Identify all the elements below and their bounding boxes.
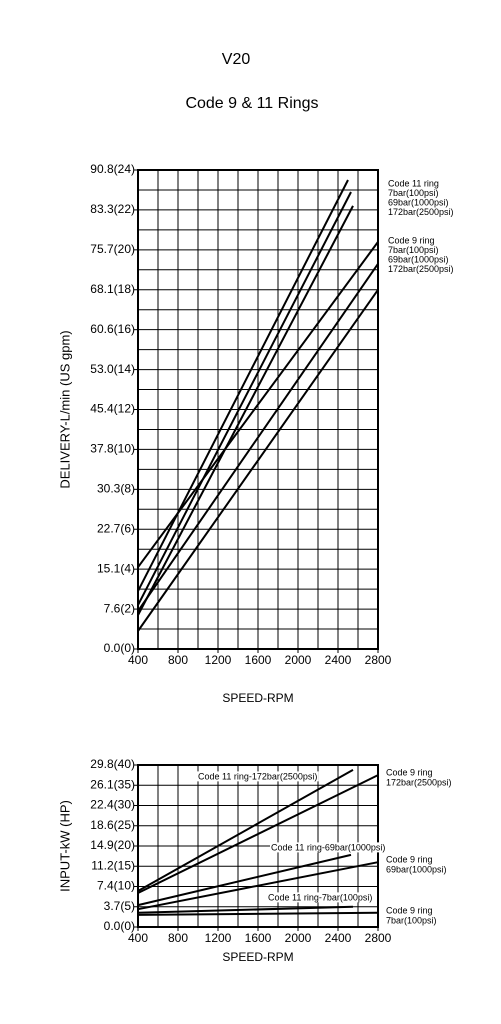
series-label: Code 11 ring-172bar(2500psi) bbox=[198, 771, 317, 781]
label-background bbox=[270, 842, 387, 853]
y-axis-label: DELIVERY-L/min (US gpm) bbox=[57, 330, 72, 488]
y-tick-label: 26.1(35) bbox=[90, 777, 135, 791]
y-tick-label: 90.8(24) bbox=[90, 162, 135, 176]
y-tick-label: 60.6(16) bbox=[90, 322, 135, 336]
y-tick-label: 11.2(15) bbox=[91, 858, 135, 872]
x-tick-label: 2000 bbox=[285, 931, 312, 945]
chart-title: V20 bbox=[222, 51, 251, 68]
y-tick-label: 0.0(0) bbox=[104, 919, 135, 933]
x-tick-label: 1600 bbox=[245, 653, 272, 667]
y-tick-label: 29.8(40) bbox=[90, 757, 135, 771]
series-line bbox=[137, 241, 379, 568]
legend-label: 69bar(1000psi) bbox=[388, 197, 449, 207]
series-line bbox=[137, 191, 352, 606]
legend-label: 7bar(100psi) bbox=[388, 245, 439, 255]
x-tick-label: 2400 bbox=[325, 653, 352, 667]
y-tick-label: 7.4(10) bbox=[97, 879, 135, 893]
y-tick-label: 22.4(30) bbox=[90, 798, 135, 812]
x-tick-label: 800 bbox=[168, 931, 188, 945]
y-tick-label: 0.0(0) bbox=[104, 641, 135, 655]
series-line bbox=[137, 769, 354, 892]
x-tick-label: 2400 bbox=[325, 931, 352, 945]
x-tick-label: 1200 bbox=[205, 653, 232, 667]
x-tick-label: 400 bbox=[128, 653, 148, 667]
legend-group-title: Code 11 ring bbox=[388, 178, 439, 188]
series-label: 69bar(1000psi) bbox=[386, 864, 447, 874]
x-tick-label: 2800 bbox=[365, 931, 392, 945]
y-tick-label: 22.7(6) bbox=[97, 521, 135, 535]
series-group-label: Code 9 ring bbox=[386, 905, 433, 915]
series-label: Code 11 ring-69bar(1000psi) bbox=[271, 842, 385, 852]
y-axis-label: INPUT-kW (HP) bbox=[57, 800, 72, 892]
series-line bbox=[137, 774, 379, 894]
y-tick-label: 45.4(12) bbox=[90, 402, 135, 416]
series-line bbox=[137, 861, 379, 911]
y-tick-label: 68.1(18) bbox=[90, 282, 135, 296]
legend-label: 7bar(100psi) bbox=[388, 188, 439, 198]
x-axis-label: SPEED-RPM bbox=[222, 950, 293, 964]
y-tick-label: 83.3(22) bbox=[90, 202, 135, 216]
x-tick-label: 2800 bbox=[365, 653, 392, 667]
series-line bbox=[137, 289, 379, 632]
plot-frame bbox=[137, 169, 379, 650]
y-tick-label: 75.7(20) bbox=[90, 242, 135, 256]
series-line bbox=[137, 205, 354, 616]
x-axis-label: SPEED-RPM bbox=[222, 691, 293, 705]
label-background bbox=[197, 771, 319, 782]
y-tick-label: 15.1(4) bbox=[97, 561, 135, 575]
y-tick-label: 14.9(20) bbox=[90, 838, 135, 852]
y-tick-label: 53.0(14) bbox=[90, 362, 135, 376]
series-line bbox=[137, 905, 354, 914]
series-line bbox=[137, 911, 379, 916]
series-label: 7bar(100psi) bbox=[386, 915, 437, 925]
legend-label: 172bar(2500psi) bbox=[388, 264, 454, 274]
x-tick-label: 1600 bbox=[245, 931, 272, 945]
x-tick-label: 2000 bbox=[285, 653, 312, 667]
y-tick-label: 37.8(10) bbox=[90, 442, 135, 456]
series-group-label: Code 9 ring bbox=[386, 854, 433, 864]
y-tick-label: 18.6(25) bbox=[90, 818, 135, 832]
chart-subtitle: Code 9 & 11 Rings bbox=[185, 95, 318, 112]
legend-label: 172bar(2500psi) bbox=[388, 207, 454, 217]
y-tick-label: 3.7(5) bbox=[104, 899, 135, 913]
legend-label: 69bar(1000psi) bbox=[388, 254, 449, 264]
series-line bbox=[137, 263, 379, 612]
x-tick-label: 400 bbox=[128, 931, 148, 945]
y-tick-label: 30.3(8) bbox=[97, 482, 135, 496]
series-line bbox=[137, 179, 349, 592]
series-line bbox=[137, 853, 352, 907]
x-tick-label: 1200 bbox=[205, 931, 232, 945]
series-label: Code 11 ring-7bar(100psi) bbox=[268, 892, 372, 902]
label-background bbox=[267, 892, 374, 903]
legend-group-title: Code 9 ring bbox=[388, 235, 435, 245]
x-tick-label: 800 bbox=[168, 653, 188, 667]
series-group-label: Code 9 ring bbox=[386, 767, 433, 777]
series-label: 172bar(2500psi) bbox=[386, 777, 452, 787]
y-tick-label: 7.6(2) bbox=[104, 601, 135, 615]
